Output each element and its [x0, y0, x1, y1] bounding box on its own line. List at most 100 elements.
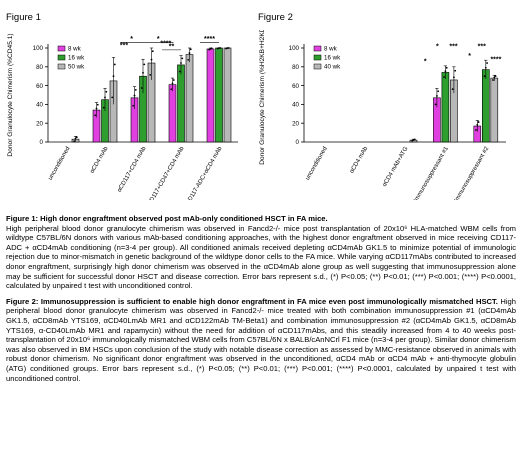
significance-label: ****: [160, 41, 171, 48]
bar: [206, 48, 215, 143]
figure2-caption-title: Figure 2: Immunosuppression is sufficien…: [6, 296, 498, 306]
y-axis-title: Donor Granulocyte Chimerism (%H2KB+H2KD): [259, 30, 266, 165]
x-tick-label: Immunosuppressant #2: [454, 145, 491, 200]
y-tick-label: 80: [36, 64, 43, 71]
y-tick-label: 20: [292, 120, 299, 127]
y-tick-label: 0: [296, 139, 300, 146]
significance-label: ***: [478, 43, 486, 50]
data-point: [445, 66, 448, 69]
figure2-label: Figure 2: [258, 12, 293, 23]
data-point: [149, 73, 152, 76]
x-tick-label: αCD4 mAb: [90, 145, 110, 174]
y-tick-label: 60: [36, 83, 43, 90]
bar: [215, 47, 223, 143]
legend-swatch: [57, 63, 66, 70]
data-point: [493, 76, 496, 79]
data-point: [142, 71, 144, 74]
captions: Figure 1: High donor engraftment observe…: [6, 214, 516, 389]
data-point: [484, 66, 487, 69]
x-tick-label: Immunosuppressant #1: [413, 145, 450, 200]
bar: [168, 84, 177, 143]
legend-label: 50 wk: [68, 64, 85, 71]
data-point: [437, 90, 440, 93]
data-point: [453, 76, 455, 79]
significance-label: ***: [120, 42, 128, 49]
data-point: [443, 76, 445, 78]
data-point: [208, 48, 211, 51]
legend-swatch: [313, 63, 322, 70]
data-point: [477, 121, 480, 123]
legend-swatch: [57, 54, 66, 61]
x-tick-label: unconditioned: [48, 146, 72, 181]
x-tick-label: αCD4 mAb+ATG: [382, 146, 410, 188]
y-tick-label: 40: [36, 102, 43, 109]
y-tick-label: 0: [40, 139, 44, 146]
figure1-caption-title: Figure 1: High donor engraftment observe…: [6, 214, 328, 223]
data-point: [411, 139, 414, 142]
data-point: [226, 47, 229, 49]
x-tick-label: αCD117+CD4 mAb: [117, 145, 148, 193]
data-point: [73, 140, 76, 143]
data-point: [476, 123, 479, 126]
data-point: [105, 90, 108, 93]
legend-label: 16 wk: [324, 55, 341, 62]
y-tick-label: 100: [33, 45, 44, 52]
data-point: [94, 114, 97, 117]
data-point: [451, 88, 454, 91]
data-point: [227, 47, 230, 49]
figure2-caption: Figure 2: Immunosuppression is sufficien…: [6, 297, 516, 383]
data-point: [483, 75, 486, 78]
data-point: [143, 63, 146, 66]
data-point: [112, 75, 115, 78]
legend-label: 40 wk: [324, 64, 341, 71]
y-tick-label: 20: [36, 120, 43, 127]
figure1-caption-body: High peripheral blood donor granulocyte …: [6, 223, 516, 291]
data-point: [436, 95, 438, 97]
data-point: [111, 96, 114, 99]
significance-label: *: [468, 53, 471, 60]
data-point: [492, 79, 494, 81]
data-point: [219, 47, 222, 49]
y-tick-label: 40: [292, 102, 299, 109]
figure1-caption: Figure 1: High donor engraftment observe…: [6, 214, 516, 291]
significance-label: *: [130, 36, 133, 43]
data-point: [150, 58, 153, 61]
x-tick-label: unconditioned: [305, 146, 329, 181]
significance-label: ***: [449, 43, 457, 50]
y-axis-title: Donor Granulocyte Chimerism (%CD45.1): [7, 33, 14, 156]
data-point: [475, 129, 477, 131]
figure2-caption-body: High peripheral blood donor granulocyte …: [6, 296, 516, 383]
x-tick-label: αCD4 mAb: [349, 145, 369, 174]
legend-label: 8 wk: [324, 46, 338, 53]
data-point: [454, 69, 457, 72]
bar: [223, 47, 232, 143]
legend-label: 16 wk: [68, 55, 85, 62]
figure1-label: Figure 1: [6, 12, 41, 23]
data-point: [104, 96, 106, 99]
significance-label: *: [157, 36, 160, 43]
data-point: [210, 47, 213, 50]
data-point: [494, 75, 497, 78]
data-point: [178, 70, 181, 73]
legend-swatch: [57, 45, 66, 52]
bar: [441, 72, 450, 143]
significance-label: ****: [204, 36, 215, 43]
x-tick-label: CD117-ADC+αCD4 mAb: [185, 145, 223, 200]
significance-label: *: [424, 58, 427, 65]
data-point: [486, 62, 488, 64]
data-point: [134, 89, 137, 91]
data-point: [172, 79, 175, 81]
legend-label: 8 wk: [68, 46, 82, 53]
data-point: [74, 137, 77, 140]
legend-swatch: [313, 54, 322, 61]
x-tick-label: αCD117+CD47+CD4 mAb: [145, 145, 186, 200]
data-point: [171, 82, 174, 85]
data-point: [95, 107, 98, 110]
y-tick-label: 80: [292, 64, 299, 71]
data-point: [187, 58, 190, 61]
data-point: [434, 103, 437, 106]
legend-swatch: [313, 45, 322, 52]
significance-label: **: [169, 43, 175, 50]
data-point: [140, 87, 143, 89]
data-point: [189, 48, 192, 51]
